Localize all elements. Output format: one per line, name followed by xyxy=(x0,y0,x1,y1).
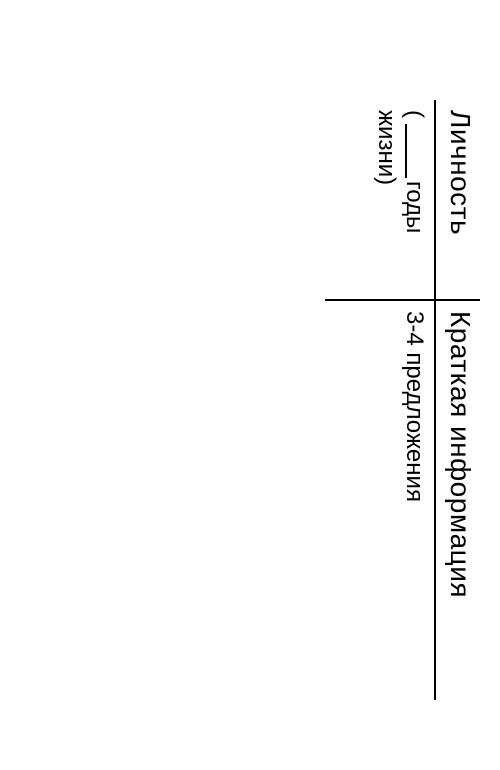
info-table: Личность Краткая информация (годы жизни)… xyxy=(325,100,480,700)
cell-years: (годы жизни) xyxy=(325,100,435,300)
blank-dash-icon xyxy=(405,124,407,178)
header-personality: Личность xyxy=(435,100,480,300)
years-prefix: ( xyxy=(401,110,428,118)
header-brief-info: Краткая информация xyxy=(435,300,480,700)
years-of-life-text: (годы жизни) xyxy=(372,110,428,289)
years-suffix: годы жизни) xyxy=(373,110,428,233)
table-row: (годы жизни) 3-4 предложения xyxy=(325,100,435,700)
rotated-layout: Личность Краткая информация (годы жизни)… xyxy=(0,0,500,770)
page: Личность Краткая информация (годы жизни)… xyxy=(0,0,500,770)
table-header-row: Личность Краткая информация xyxy=(435,100,480,700)
cell-sentences: 3-4 предложения xyxy=(325,300,435,700)
